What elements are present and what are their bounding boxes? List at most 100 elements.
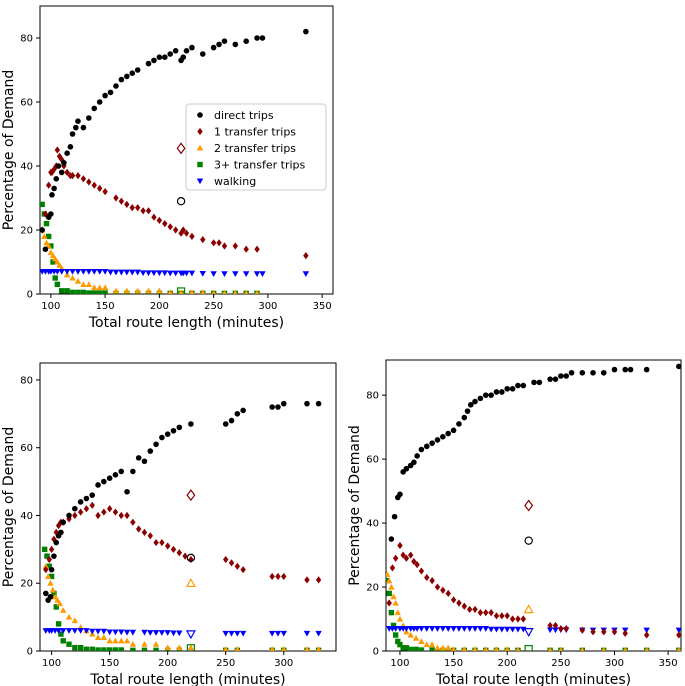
highlight-point — [524, 499, 534, 512]
data-point — [74, 269, 82, 275]
data-point — [172, 48, 179, 54]
y-tick-label: 80 — [20, 34, 33, 45]
series-1-transfer-trips — [386, 541, 681, 639]
data-point — [66, 512, 72, 519]
x-tick-label: 300 — [605, 658, 624, 669]
data-point — [239, 630, 247, 637]
data-point — [579, 626, 586, 634]
data-point — [77, 508, 84, 516]
data-point — [515, 382, 521, 389]
series-1-transfer-trips — [40, 146, 309, 260]
data-point — [53, 539, 60, 546]
data-point — [60, 607, 67, 613]
data-point — [275, 572, 281, 581]
data-point — [91, 105, 98, 112]
data-point — [456, 421, 462, 427]
data-point — [124, 488, 130, 495]
y-tick-label: 20 — [20, 579, 33, 590]
data-point — [94, 634, 102, 641]
data-point — [80, 124, 87, 131]
data-point — [445, 430, 452, 437]
data-point — [392, 626, 399, 632]
data-point — [47, 593, 54, 600]
data-point — [112, 508, 119, 516]
data-point — [234, 630, 241, 637]
data-point — [45, 181, 52, 189]
data-point — [254, 35, 260, 41]
y-tick-label: 80 — [20, 375, 33, 386]
data-point — [153, 538, 159, 547]
data-point — [183, 48, 190, 54]
legend-marker — [196, 178, 204, 185]
data-point — [60, 638, 66, 644]
data-point — [65, 628, 73, 634]
y-tick-label: 20 — [20, 226, 33, 237]
data-point — [418, 638, 425, 644]
legend-entry: 1 transfer trips — [214, 126, 296, 139]
data-point — [69, 274, 76, 281]
data-point — [568, 369, 575, 376]
data-point — [89, 646, 95, 651]
series-2-transfer-trips — [40, 226, 260, 294]
data-point — [675, 627, 681, 634]
highlight-point — [185, 577, 196, 588]
data-point — [396, 615, 404, 622]
data-point — [643, 366, 650, 373]
data-point — [418, 446, 425, 453]
data-point — [477, 609, 484, 617]
data-point — [58, 631, 64, 637]
data-point — [466, 626, 473, 632]
data-point — [77, 644, 84, 651]
data-point — [41, 233, 48, 239]
data-point — [199, 270, 206, 277]
data-point — [483, 609, 489, 617]
data-point — [428, 626, 436, 632]
data-point — [55, 621, 62, 627]
data-point — [130, 468, 136, 475]
data-point — [304, 400, 310, 407]
data-point — [520, 382, 527, 389]
data-point — [60, 628, 67, 634]
data-point — [536, 379, 543, 386]
series-direct-trips — [40, 28, 309, 252]
data-point — [112, 287, 120, 294]
data-point — [123, 637, 131, 644]
data-point — [53, 528, 59, 537]
data-point — [118, 468, 125, 475]
data-point — [102, 92, 108, 99]
data-point — [601, 628, 607, 636]
data-point — [164, 542, 171, 550]
data-point — [86, 178, 92, 186]
data-point — [434, 437, 441, 443]
data-point — [563, 373, 570, 379]
data-point — [232, 271, 239, 278]
data-point — [234, 562, 241, 570]
data-point — [167, 289, 173, 294]
data-point — [558, 373, 564, 379]
data-point — [552, 627, 559, 634]
data-point — [259, 35, 266, 41]
data-point — [61, 162, 67, 170]
data-point — [461, 646, 467, 651]
data-point — [302, 271, 310, 278]
data-point — [53, 176, 60, 182]
data-point — [73, 124, 79, 131]
data-point — [590, 628, 596, 636]
data-point — [493, 389, 500, 395]
data-point — [223, 555, 229, 564]
series-2-transfer-trips — [386, 571, 681, 651]
data-point — [48, 573, 55, 580]
legend-marker — [196, 144, 204, 151]
data-marks — [40, 28, 310, 294]
data-point — [176, 644, 183, 651]
data-point — [65, 613, 73, 620]
data-point — [234, 411, 241, 417]
data-point — [101, 269, 109, 275]
data-point — [455, 626, 463, 632]
data-point — [483, 646, 489, 651]
data-point — [275, 404, 281, 410]
data-point — [386, 571, 391, 577]
data-point — [222, 289, 227, 294]
y-tick-label: 0 — [373, 647, 379, 658]
data-point — [183, 270, 190, 277]
